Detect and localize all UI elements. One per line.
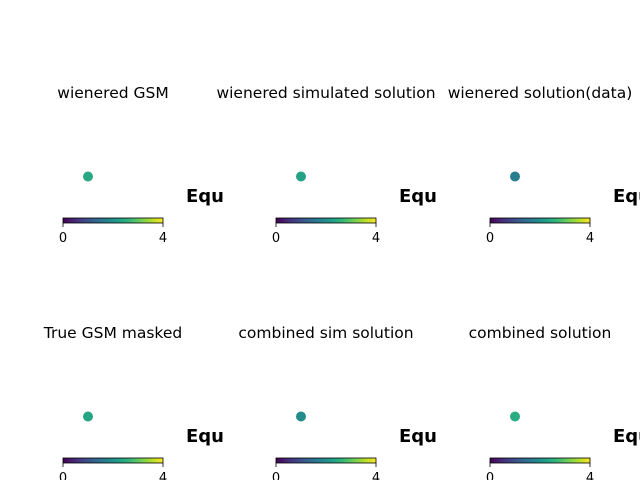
subplot-5: combined sim solution Equ 0 4 xyxy=(238,324,437,480)
subplot-4: True GSM masked Equ 0 4 xyxy=(43,324,224,480)
subplot-title: combined sim solution xyxy=(238,324,413,342)
colorbar-tick-label: 0 xyxy=(59,471,67,480)
data-point xyxy=(510,171,520,182)
colorbar xyxy=(275,217,377,224)
side-label: Equ xyxy=(613,186,640,207)
colorbar-tick-label: 0 xyxy=(272,231,280,246)
colorbar-tick-label: 0 xyxy=(486,231,494,246)
colorbar-tick-label: 0 xyxy=(272,471,280,480)
side-label: Equ xyxy=(186,186,224,207)
subplot-2: wienered simulated solution Equ 0 4 xyxy=(216,84,437,246)
side-label: Equ xyxy=(399,426,437,447)
colorbar-tick-label: 4 xyxy=(586,231,594,246)
data-point xyxy=(510,411,520,422)
colorbar-tick-label: 0 xyxy=(59,231,67,246)
subplot-1: wienered GSM Equ 0 4 xyxy=(57,84,224,246)
colorbar xyxy=(275,457,377,464)
side-label: Equ xyxy=(399,186,437,207)
data-point xyxy=(83,411,93,422)
colorbar-tick-label: 4 xyxy=(372,471,380,480)
subplot-6: combined solution Equ 0 4 xyxy=(469,324,640,480)
subplot-3: wienered solution(data) Equ 0 4 xyxy=(448,84,640,246)
colorbar xyxy=(489,217,591,224)
subplot-title: wienered simulated solution xyxy=(216,84,435,102)
side-label: Equ xyxy=(613,426,640,447)
data-point xyxy=(296,171,306,182)
colorbar-tick-label: 4 xyxy=(372,231,380,246)
subplot-title: wienered GSM xyxy=(57,84,168,102)
subplot-title: True GSM masked xyxy=(43,324,182,342)
subplot-title: combined solution xyxy=(469,324,612,342)
data-point xyxy=(296,411,306,422)
side-label: Equ xyxy=(186,426,224,447)
colorbar-tick-label: 0 xyxy=(486,471,494,480)
subplot-title: wienered solution(data) xyxy=(448,84,633,102)
colorbar xyxy=(489,457,591,464)
colorbar-tick-label: 4 xyxy=(159,231,167,246)
colorbar xyxy=(62,217,164,224)
colorbar-tick-label: 4 xyxy=(586,471,594,480)
data-point xyxy=(83,171,93,182)
colorbar-tick-label: 4 xyxy=(159,471,167,480)
colorbar xyxy=(62,457,164,464)
